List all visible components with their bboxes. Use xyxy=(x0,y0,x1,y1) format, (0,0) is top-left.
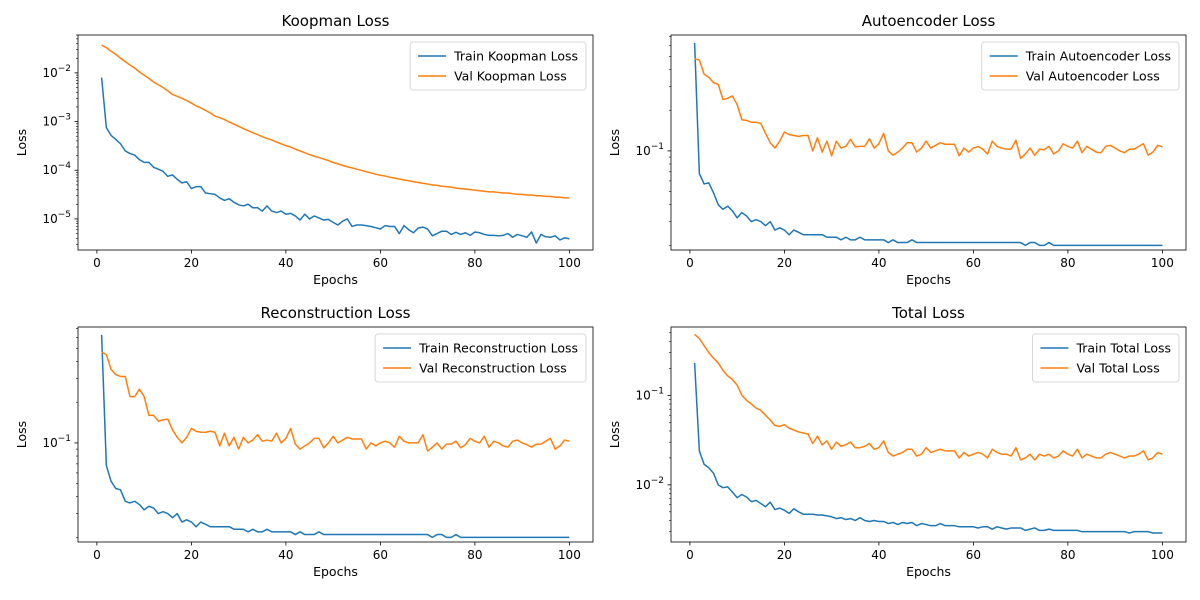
x-tick-label: 0 xyxy=(686,548,694,562)
x-tick-label: 80 xyxy=(1060,256,1075,270)
legend-entry-train: Train Koopman Loss xyxy=(453,49,578,64)
series-line-train xyxy=(693,42,1163,247)
y-tick-label: 10−1 xyxy=(42,434,71,450)
legend-entry-train: Train Total Loss xyxy=(1075,341,1171,356)
legend-box xyxy=(409,41,587,91)
chart-title: Autoencoder Loss xyxy=(862,12,996,30)
legend-entry-train: Train Reconstruction Loss xyxy=(418,341,578,356)
x-tick-label: 100 xyxy=(558,548,581,562)
x-tick-label: 60 xyxy=(373,548,388,562)
legend-box xyxy=(374,333,587,383)
y-tick-exponent: −2 xyxy=(651,476,664,486)
x-tick-label: 60 xyxy=(373,256,388,270)
series-line-val xyxy=(101,351,570,452)
x-tick-label: 80 xyxy=(1060,548,1075,562)
plot-frame xyxy=(670,326,1187,543)
y-tick-mantissa: 10 xyxy=(635,478,650,492)
x-tick-label: 80 xyxy=(467,548,482,562)
y-tick-mantissa: 10 xyxy=(635,388,650,402)
x-tick-label: 100 xyxy=(1151,256,1174,270)
y-tick-mantissa: 10 xyxy=(42,436,57,450)
y-tick-mantissa: 10 xyxy=(42,212,57,226)
y-tick-exponent: −5 xyxy=(58,210,71,220)
y-tick-exponent: −1 xyxy=(651,386,664,396)
legend-entry-train: Train Autoencoder Loss xyxy=(1025,49,1171,64)
series-line-train xyxy=(100,334,570,539)
x-tick-label: 60 xyxy=(966,256,981,270)
y-axis-label: Loss xyxy=(607,129,622,156)
legend-box xyxy=(1032,333,1180,383)
y-tick-label: 10−1 xyxy=(635,386,664,402)
chart-panel-2: 0 20 40 60 80 100 10−1 Autoencoder Loss Epochs Lo… xyxy=(607,12,1187,287)
chart-panel-3: 0 20 40 60 80 100 10−1 Reconstruction Loss Epoch… xyxy=(14,304,594,579)
series-line-train xyxy=(693,362,1163,534)
y-tick-label: 10−3 xyxy=(42,113,71,129)
y-tick-label: 10−1 xyxy=(635,142,664,158)
x-tick-label: 40 xyxy=(871,548,886,562)
legend: Train Koopman Loss Val Koopman Loss xyxy=(409,41,587,91)
y-tick-label: 10−5 xyxy=(42,210,71,226)
y-tick-exponent: −2 xyxy=(58,64,71,74)
legend-entry-val: Val Koopman Loss xyxy=(454,69,567,84)
y-tick-exponent: −1 xyxy=(58,434,71,444)
series-line-train xyxy=(100,77,570,244)
legend-entry-val: Val Autoencoder Loss xyxy=(1026,69,1160,84)
x-tick-label: 20 xyxy=(777,256,792,270)
y-tick-exponent: −4 xyxy=(58,161,72,171)
x-tick-label: 0 xyxy=(686,256,694,270)
x-axis-label: Epochs xyxy=(906,272,951,287)
y-axis-label: Loss xyxy=(14,421,29,448)
x-tick-label: 40 xyxy=(278,256,293,270)
legend-box xyxy=(981,41,1180,91)
legend: Train Total Loss Val Total Loss xyxy=(1032,333,1180,383)
y-tick-exponent: −3 xyxy=(58,113,71,123)
x-axis-label: Epochs xyxy=(313,272,358,287)
x-tick-label: 20 xyxy=(184,256,199,270)
y-tick-label: 10−2 xyxy=(42,64,71,80)
x-axis-label: Epochs xyxy=(313,564,358,579)
y-tick-label: 10−4 xyxy=(42,161,71,177)
legend: Train Autoencoder Loss Val Autoencoder Lo… xyxy=(981,41,1180,91)
x-tick-label: 80 xyxy=(467,256,482,270)
x-tick-label: 40 xyxy=(871,256,886,270)
y-tick-exponent: −1 xyxy=(651,142,664,152)
series-line-val xyxy=(694,333,1163,461)
y-tick-mantissa: 10 xyxy=(42,115,57,129)
y-tick-mantissa: 10 xyxy=(42,66,57,80)
y-tick-mantissa: 10 xyxy=(42,163,57,177)
x-tick-label: 20 xyxy=(777,548,792,562)
series-line-val xyxy=(101,44,570,199)
y-tick-label: 10−2 xyxy=(635,476,664,492)
chart-title: Total Loss xyxy=(891,304,965,322)
chart-title: Koopman Loss xyxy=(282,12,390,30)
y-axis-label: Loss xyxy=(607,421,622,448)
x-tick-label: 60 xyxy=(966,548,981,562)
y-tick-mantissa: 10 xyxy=(635,144,650,158)
x-tick-label: 100 xyxy=(1151,548,1174,562)
plot-frame xyxy=(77,326,594,543)
chart-title: Reconstruction Loss xyxy=(261,304,411,322)
series-line-val xyxy=(694,58,1163,160)
legend-entry-val: Val Reconstruction Loss xyxy=(419,361,567,376)
legend-entry-val: Val Total Loss xyxy=(1076,361,1159,376)
plot-frame xyxy=(77,34,594,251)
x-tick-label: 0 xyxy=(93,256,101,270)
y-axis-label: Loss xyxy=(14,129,29,156)
x-tick-label: 20 xyxy=(184,548,199,562)
x-tick-label: 100 xyxy=(558,256,581,270)
x-axis-label: Epochs xyxy=(906,564,951,579)
x-tick-label: 40 xyxy=(278,548,293,562)
x-tick-label: 0 xyxy=(93,548,101,562)
plot-frame xyxy=(670,34,1187,251)
legend: Train Reconstruction Loss Val Reconstruct… xyxy=(374,333,587,383)
